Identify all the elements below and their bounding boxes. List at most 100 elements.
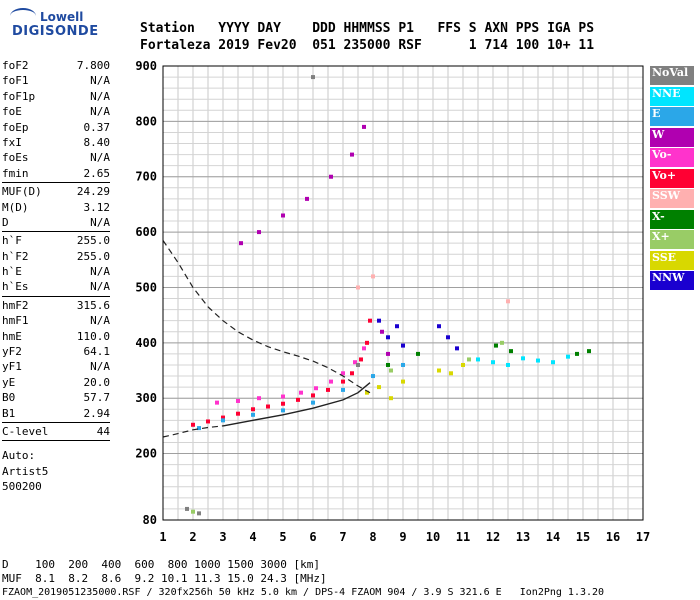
echo-point-w bbox=[329, 174, 333, 179]
echo-point-vo- bbox=[329, 379, 333, 384]
echo-point-vo- bbox=[296, 397, 300, 402]
echo-point-nne bbox=[566, 354, 570, 359]
echo-point-vo- bbox=[251, 407, 255, 412]
param-value: N/A bbox=[90, 215, 110, 229]
param-value: N/A bbox=[90, 314, 110, 328]
param-value: 44 bbox=[96, 424, 110, 438]
param-label: h`F bbox=[2, 234, 22, 248]
params-group-critical-frequencies: foF2 7.800 foF1 N/A foF1p N/A foE N/A foEp 0.37 fx… bbox=[2, 58, 110, 181]
param-row: h`E N/A bbox=[2, 264, 110, 279]
y-tick-label: 700 bbox=[135, 170, 157, 184]
x-tick-label: 6 bbox=[309, 530, 316, 544]
echo-point-vo- bbox=[350, 371, 354, 376]
param-value: 255.0 bbox=[76, 249, 110, 263]
param-label: foEs bbox=[2, 151, 29, 165]
echo-point-vo- bbox=[215, 400, 219, 405]
echo-point-vo- bbox=[236, 411, 240, 416]
ionospheric-parameters-panel: foF2 7.800 foF1 N/A foF1p N/A foE N/A foEp 0.37 fx… bbox=[2, 58, 110, 495]
echo-point-e bbox=[401, 362, 405, 367]
echo-point-w bbox=[362, 124, 366, 129]
echo-point-sse bbox=[437, 368, 441, 373]
legend-item: E bbox=[650, 107, 694, 126]
legend-item: NNW bbox=[650, 271, 694, 290]
param-label: B0 bbox=[2, 391, 16, 405]
logo-line1: Lowell bbox=[40, 10, 84, 24]
echo-point-nnw bbox=[455, 346, 459, 351]
echo-point-nne bbox=[506, 362, 510, 367]
param-value: N/A bbox=[90, 265, 110, 279]
echo-point-e bbox=[311, 400, 315, 405]
param-value: 0.37 bbox=[83, 120, 111, 134]
divider bbox=[2, 231, 110, 233]
echo-point-x- bbox=[416, 351, 420, 356]
param-label: h`F2 bbox=[2, 249, 29, 263]
echo-point-ssw bbox=[356, 285, 360, 290]
params-group-profile: hmF2 315.6 hmF1 N/A hmE 110.0 yF2 64.1 yF1 N/A yE 2… bbox=[2, 298, 110, 421]
echo-point-sse bbox=[449, 371, 453, 376]
param-value: 20.0 bbox=[83, 375, 111, 389]
header-row1: Station YYYY DAY DDD HHMMSS P1 FFS S AXN… bbox=[140, 21, 595, 36]
echo-point-vo- bbox=[368, 318, 372, 323]
echo-point-ssw bbox=[371, 274, 375, 279]
param-row: fxI 8.40 bbox=[2, 135, 110, 150]
echo-point-nne bbox=[536, 358, 540, 363]
echo-point-x- bbox=[509, 349, 513, 354]
echo-point-x- bbox=[191, 509, 195, 514]
param-label: h`Es bbox=[2, 280, 29, 294]
echo-point-nne bbox=[491, 360, 495, 365]
y-tick-label: 600 bbox=[135, 225, 157, 239]
echo-point-e bbox=[221, 418, 225, 423]
legend-item: NNE bbox=[650, 86, 694, 106]
param-row: h`F 255.0 bbox=[2, 233, 110, 248]
x-tick-label: 16 bbox=[606, 530, 620, 544]
echo-point-nne bbox=[551, 360, 555, 365]
echo-point-noval bbox=[197, 511, 201, 516]
y-tick-label: 300 bbox=[135, 391, 157, 405]
echo-point-sse bbox=[365, 390, 369, 395]
param-label: foF1 bbox=[2, 74, 29, 88]
param-label: hmF1 bbox=[2, 314, 29, 328]
x-axis-tick-labels: 1 2 3 4 5 6 7 8 9 10 11 12 13 14 15 16 17 bbox=[159, 530, 650, 544]
param-label: yE bbox=[2, 375, 16, 389]
x-tick-label: 4 bbox=[249, 530, 256, 544]
param-value: 8.40 bbox=[83, 135, 111, 149]
echo-point-sse bbox=[389, 396, 393, 401]
echo-point-e bbox=[341, 387, 345, 392]
echo-point-e bbox=[251, 412, 255, 417]
legend-item: SSE bbox=[650, 250, 694, 270]
param-row: foE N/A bbox=[2, 104, 110, 119]
logo-line2: DIGISONDE bbox=[12, 24, 99, 39]
echo-point-noval bbox=[311, 75, 315, 80]
param-label: M(D) bbox=[2, 200, 29, 214]
param-label: foF1p bbox=[2, 89, 36, 103]
param-label: D bbox=[2, 215, 9, 229]
param-row: hmF1 N/A bbox=[2, 313, 110, 328]
station-header: Station YYYY DAY DDD HHMMSS P1 FFS S AXN… bbox=[140, 20, 594, 54]
echo-point-e bbox=[197, 426, 201, 431]
d-row: D 100 200 400 600 800 1000 1500 3000 [km… bbox=[2, 558, 320, 571]
param-value: 24.29 bbox=[76, 185, 110, 199]
param-label: foE bbox=[2, 105, 22, 119]
y-tick-label: 500 bbox=[135, 280, 157, 294]
param-value: N/A bbox=[90, 151, 110, 165]
x-tick-label: 7 bbox=[339, 530, 346, 544]
divider bbox=[2, 182, 110, 184]
logo-swoosh-icon bbox=[10, 8, 36, 24]
param-row: B0 57.7 bbox=[2, 390, 110, 405]
x-tick-label: 13 bbox=[516, 530, 530, 544]
echo-point-sse bbox=[401, 379, 405, 384]
param-label: foF2 bbox=[2, 59, 29, 72]
echo-point-ssw bbox=[506, 299, 510, 304]
param-row: foF1p N/A bbox=[2, 89, 110, 104]
param-value: 7.800 bbox=[76, 59, 110, 72]
params-group-confidence: C-level 44 bbox=[2, 424, 110, 439]
y-tick-label: 800 bbox=[135, 114, 157, 128]
y-tick-label: 400 bbox=[135, 336, 157, 350]
muf-row: MUF 8.1 8.2 8.6 9.2 10.1 11.3 15.0 24.3 … bbox=[2, 572, 327, 585]
param-value: 110.0 bbox=[76, 329, 110, 343]
x-tick-label: 1 bbox=[159, 530, 166, 544]
x-tick-label: 14 bbox=[546, 530, 560, 544]
echo-point-vo- bbox=[299, 390, 303, 395]
echo-point-nnw bbox=[377, 318, 381, 323]
echo-point-sse bbox=[377, 385, 381, 390]
